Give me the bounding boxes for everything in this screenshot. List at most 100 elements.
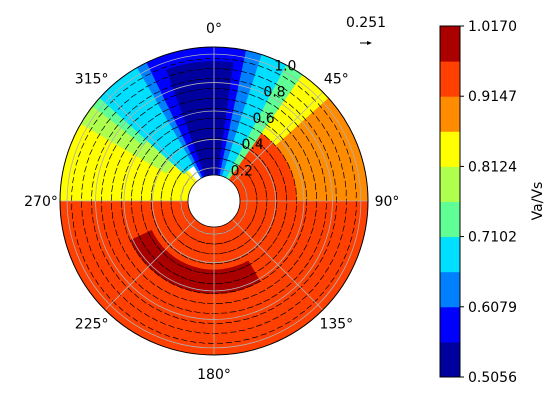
quiver-arrow [103, 105, 109, 111]
quiver-arrow [161, 182, 165, 190]
quiver-arrow [306, 304, 312, 310]
quiver-arrow [322, 144, 326, 152]
quiver-arrow [131, 180, 135, 188]
quiver-arrow [322, 220, 326, 228]
quiver-arrow [265, 100, 272, 105]
quiver-arrow [101, 187, 103, 195]
quiver-arrow [108, 240, 112, 247]
quiver-arrow [122, 296, 128, 302]
quiver-arrow [111, 248, 116, 255]
quiver-arrow [323, 248, 328, 255]
quiver-arrow [330, 231, 334, 239]
quiver-arrow [289, 91, 295, 97]
quiver-arrow [313, 298, 319, 303]
quiver-arrow [129, 302, 135, 308]
quiver-arrow [205, 157, 214, 160]
quiver-arrow [106, 118, 111, 124]
quiver-arrow [151, 238, 157, 246]
quiver-arrow [124, 226, 128, 235]
quiver-arrow [137, 142, 143, 149]
quiver-arrow [231, 140, 240, 144]
quiver-arrow [151, 317, 158, 322]
quiver-arrow [222, 158, 231, 162]
quiver-arrow [253, 257, 260, 263]
quiver-arrow [108, 153, 113, 160]
quiver-arrow [300, 225, 304, 233]
quiver-arrow [148, 161, 153, 169]
quiver-arrow [185, 329, 192, 333]
quiver-arrow [179, 144, 187, 149]
quiver-arrow [161, 66, 168, 69]
quiver-arrow [339, 261, 344, 268]
quiver-arrow [355, 200, 357, 208]
quiver-arrow [293, 178, 296, 187]
quiver-arrow [136, 251, 141, 258]
quiver-arrow [202, 292, 210, 295]
quiver-arrow [160, 321, 166, 325]
quiver-arrow [196, 108, 204, 111]
quiver-arrow [103, 223, 106, 230]
quiver-arrow [154, 101, 161, 106]
quiver-arrow [198, 342, 206, 344]
quiver-arrow [332, 223, 336, 230]
quiver-arrow [136, 163, 141, 171]
quiver-arrow [90, 271, 94, 278]
quiver-arrow [325, 203, 328, 210]
quiver-arrow [312, 174, 315, 182]
quiver-arrow [334, 178, 336, 186]
quiver-arrow [176, 223, 183, 231]
quiver-arrow [132, 215, 135, 224]
quiver-arrow [222, 128, 231, 131]
center-hole [188, 175, 240, 227]
quiver-arrow [129, 82, 136, 86]
quiver-arrow [181, 339, 188, 342]
colorbar-segment [440, 201, 460, 238]
quiver-arrow [288, 249, 294, 256]
quiver-arrow [124, 143, 130, 150]
quiver-arrow [190, 340, 197, 343]
quiver-arrow [141, 240, 146, 248]
quiver-arrow [141, 186, 144, 195]
quiver-arrow [297, 85, 303, 90]
quiver-arrow [180, 254, 189, 259]
quiver-arrow [342, 225, 345, 232]
quiver-arrow [176, 263, 184, 268]
quiver-arrow [239, 143, 248, 148]
theta-tick-label: 270° [24, 194, 58, 210]
quiver-arrow [147, 230, 152, 238]
quiver-arrow [144, 169, 149, 177]
quiver-arrow [300, 128, 305, 135]
quiver-arrow [213, 117, 222, 120]
quiver-arrow [178, 71, 185, 74]
quiver-arrow [189, 279, 197, 283]
quiver-arrow [253, 165, 259, 173]
quiver-arrow [94, 163, 98, 171]
quiver-arrow [129, 136, 135, 143]
quiver-arrow [313, 218, 316, 226]
quiver-arrow [155, 330, 162, 334]
quiver-arrow [207, 302, 215, 305]
quiver-arrow [305, 207, 307, 215]
quiver-arrow [329, 259, 334, 265]
quiver-arrow [249, 62, 256, 66]
quiver-arrow [231, 99, 239, 102]
quiver-arrow [168, 303, 175, 307]
quiver-arrow [151, 255, 158, 262]
quiver-arrow [121, 130, 127, 137]
quiver-arrow [222, 148, 231, 152]
quiver-arrow [256, 129, 263, 135]
quiver-arrow [109, 99, 115, 104]
quiver-arrow [153, 175, 157, 184]
quiver-arrow [173, 248, 181, 255]
r-tick-label: 0.4 [242, 137, 264, 153]
quiver-arrow [92, 172, 96, 179]
quiver-arrow [240, 60, 247, 63]
quiver-arrow [198, 301, 206, 304]
quiver-arrow [285, 203, 288, 211]
quiver-arrow [189, 320, 197, 323]
quiver-arrow [273, 93, 280, 98]
quiver-arrow [262, 181, 266, 189]
quiver-arrow [294, 121, 300, 128]
quiver-arrow [263, 134, 270, 141]
quiver-arrow [256, 118, 264, 123]
